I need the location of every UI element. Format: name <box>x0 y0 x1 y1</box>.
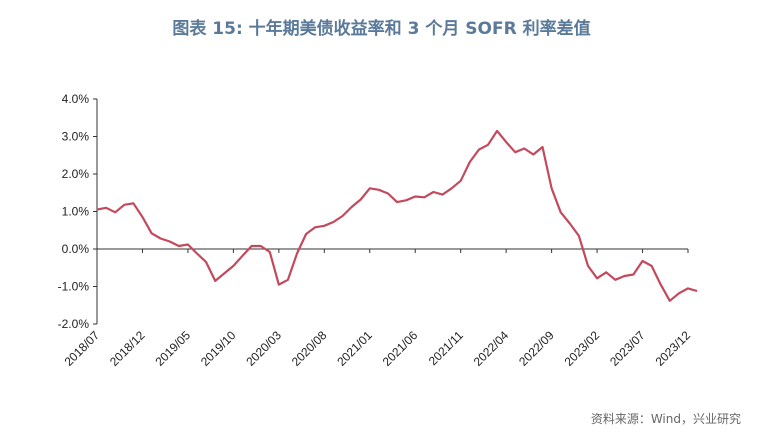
y-tick-label: 0.0% <box>62 242 90 256</box>
y-tick-label: 3.0% <box>62 130 90 144</box>
x-tick-label: 2021/06 <box>380 328 421 369</box>
chart-title: 图表 15: 十年期美债收益率和 3 个月 SOFR 利率差值 <box>172 19 591 39</box>
y-tick-labels: 4.0% 3.0% 2.0% 1.0% 0.0% -1.0% -2.0% <box>58 92 90 331</box>
x-tick-label: 2023/02 <box>562 328 603 369</box>
x-tick-label: 2019/10 <box>198 328 239 369</box>
y-tick-label: 1.0% <box>62 205 90 219</box>
x-tick-label: 2018/12 <box>107 328 148 369</box>
x-tick-label: 2023/12 <box>653 328 694 369</box>
x-tick-label: 2023/07 <box>607 328 648 369</box>
x-tick-label: 2019/05 <box>152 328 193 369</box>
y-tick-label: 4.0% <box>62 92 90 106</box>
x-tick-label: 2021/01 <box>334 328 375 369</box>
x-tick-label: 2022/04 <box>471 328 512 369</box>
chart-axes <box>93 98 689 325</box>
x-tick-label: 2018/07 <box>62 328 103 369</box>
x-tick-label: 2022/09 <box>516 328 557 369</box>
x-tick-labels: 2018/07 2018/12 2019/05 2019/10 2020/03 2020/… <box>62 328 694 369</box>
y-tick-label: -2.0% <box>58 317 90 331</box>
series-line <box>96 129 698 302</box>
x-tick-label: 2020/03 <box>243 328 284 369</box>
y-tick-label: -1.0% <box>58 280 90 294</box>
y-tick-label: 2.0% <box>62 167 90 181</box>
x-tick-label: 2021/11 <box>426 328 466 368</box>
x-tick-label: 2020/08 <box>289 328 330 369</box>
source-note: 资料来源：Wind，兴业研究 <box>590 412 741 426</box>
